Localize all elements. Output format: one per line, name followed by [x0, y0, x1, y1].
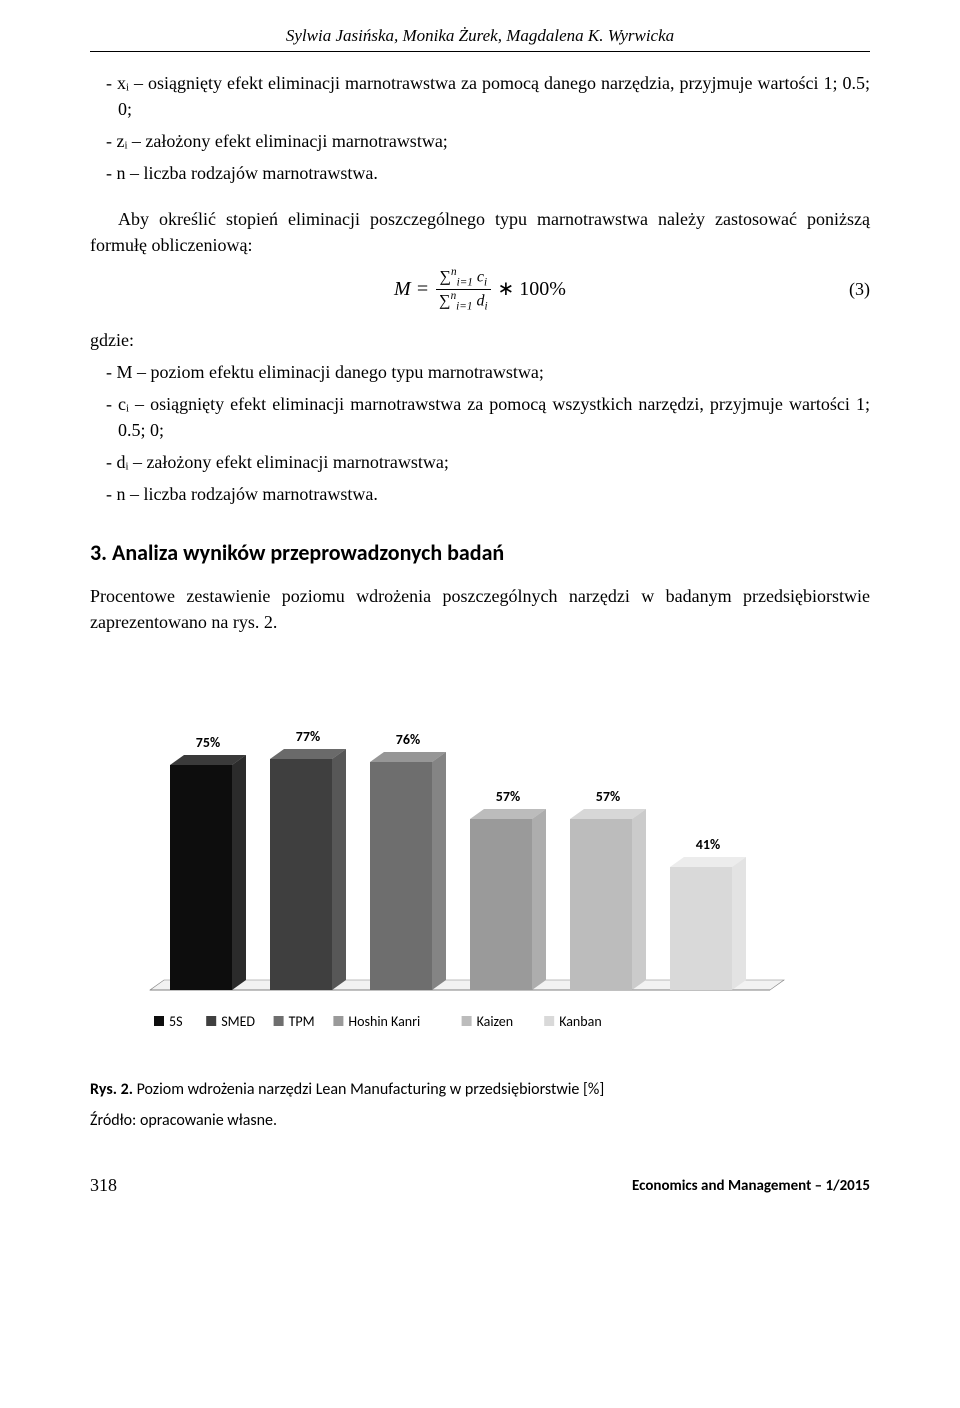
- label-gdzie: gdzie:: [90, 327, 870, 353]
- equation-row: M = ∑ni=1 ci ∑ni=1 di ∗ 100% (3): [90, 266, 870, 313]
- svg-text:76%: 76%: [396, 731, 420, 748]
- bar-chart: 75% 77% 76% 57% 57% 41% 5S SMED TPM Hoshin Kanri K…: [90, 650, 870, 1060]
- figure-label: Rys. 2.: [90, 1080, 133, 1099]
- svg-text:57%: 57%: [596, 788, 620, 805]
- svg-text:Kanban: Kanban: [559, 1013, 602, 1030]
- list-item: - M – poziom efektu eliminacji danego ty…: [90, 359, 870, 385]
- svg-text:SMED: SMED: [221, 1013, 255, 1030]
- list-item: - dᵢ – założony efekt eliminacji marnotr…: [90, 449, 870, 475]
- figure-source: Źródło: opracowanie własne.: [90, 1109, 870, 1132]
- list-item: - n – liczba rodzajów marnotrawstwa.: [90, 160, 870, 186]
- svg-text:41%: 41%: [696, 836, 720, 853]
- svg-text:57%: 57%: [496, 788, 520, 805]
- page-number: 318: [90, 1172, 117, 1198]
- journal-name: Economics and Management – 1/2015: [632, 1176, 870, 1198]
- list-item: - zᵢ – założony efekt eliminacji marnotr…: [90, 128, 870, 154]
- section-heading: 3. Analiza wyników przeprowadzonych bada…: [90, 537, 870, 569]
- page-footer: 318 Economics and Management – 1/2015: [90, 1172, 870, 1198]
- paragraph: Aby określić stopień eliminacji poszczeg…: [90, 206, 870, 258]
- page-header-authors: Sylwia Jasińska, Monika Żurek, Magdalena…: [90, 24, 870, 52]
- svg-text:Kaizen: Kaizen: [477, 1013, 513, 1030]
- equation: M = ∑ni=1 ci ∑ni=1 di ∗ 100%: [394, 266, 566, 313]
- svg-text:75%: 75%: [196, 734, 220, 751]
- svg-text:77%: 77%: [296, 728, 320, 745]
- svg-text:Hoshin Kanri: Hoshin Kanri: [348, 1013, 420, 1030]
- list-item: - cᵢ – osiągnięty efekt eliminacji marno…: [90, 391, 870, 443]
- svg-text:5S: 5S: [169, 1013, 183, 1030]
- figure-caption-text: Poziom wdrożenia narzędzi Lean Manufactu…: [133, 1080, 604, 1099]
- svg-text:TPM: TPM: [289, 1013, 315, 1030]
- figure-caption: Rys. 2. Poziom wdrożenia narzędzi Lean M…: [90, 1078, 870, 1101]
- list-item: - n – liczba rodzajów marnotrawstwa.: [90, 481, 870, 507]
- equation-number: (3): [849, 276, 870, 302]
- list-item: - xᵢ – osiągnięty efekt eliminacji marno…: [90, 70, 870, 122]
- paragraph: Procentowe zestawienie poziomu wdrożenia…: [90, 583, 870, 635]
